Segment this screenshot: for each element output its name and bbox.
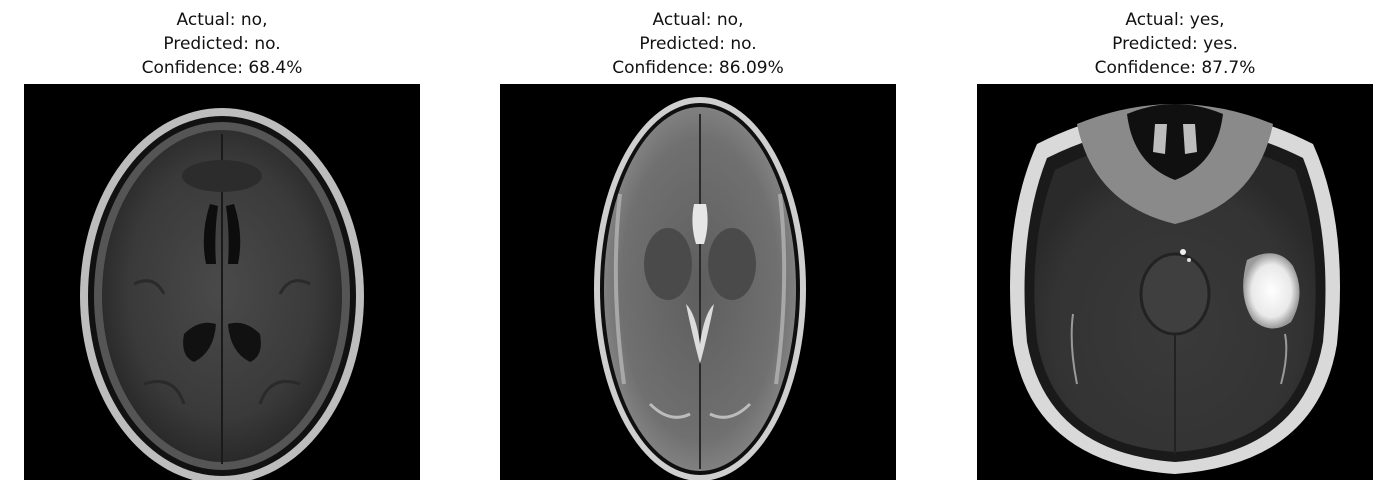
confidence-label: Confidence: 86.09%	[612, 58, 784, 78]
mri-scan-image	[977, 84, 1373, 480]
prediction-panel-3: Actual: yes, Predicted: yes. Confidence:…	[977, 0, 1373, 480]
panel-title: Actual: no, Predicted: no. Confidence: 6…	[24, 8, 420, 80]
actual-label: Actual: yes,	[1125, 10, 1225, 30]
mri-scan-image	[24, 84, 420, 480]
confidence-label: Confidence: 68.4%	[141, 58, 303, 78]
panel-title: Actual: yes, Predicted: yes. Confidence:…	[977, 8, 1373, 80]
panel-title: Actual: no, Predicted: no. Confidence: 8…	[500, 8, 896, 80]
actual-label: Actual: no,	[652, 10, 744, 30]
actual-label: Actual: no,	[176, 10, 268, 30]
predicted-label: Predicted: no.	[163, 34, 281, 54]
confidence-label: Confidence: 87.7%	[1094, 58, 1256, 78]
prediction-panel-1: Actual: no, Predicted: no. Confidence: 6…	[24, 0, 420, 480]
predicted-label: Predicted: no.	[639, 34, 757, 54]
prediction-panel-2: Actual: no, Predicted: no. Confidence: 8…	[500, 0, 896, 480]
mri-axial-brain-tumor	[977, 84, 1373, 480]
mri-scan-image	[500, 84, 896, 480]
mri-axial-brain-2	[500, 84, 896, 480]
predicted-label: Predicted: yes.	[1112, 34, 1238, 54]
mri-axial-brain-1	[24, 84, 420, 480]
